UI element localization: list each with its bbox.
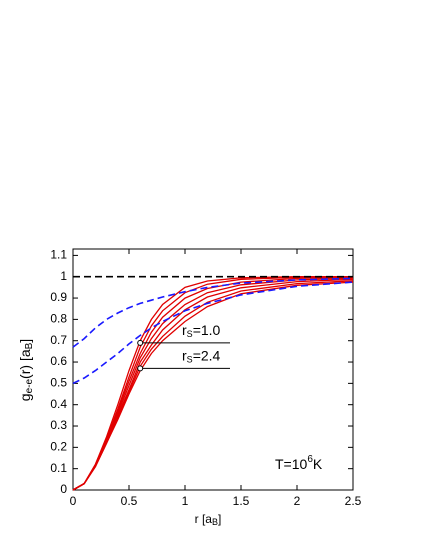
marker-label-text: r <box>182 322 187 338</box>
marker <box>137 365 144 372</box>
y-tick-label: 0.6 <box>50 354 67 368</box>
y-tick-label: 0.9 <box>50 290 67 304</box>
marker-label-sub: S <box>187 329 193 339</box>
plot-frame <box>72 248 354 491</box>
y-tick-label: 0.3 <box>50 418 67 432</box>
marker-label: rS=2.4 <box>182 347 221 365</box>
series-line <box>72 281 354 385</box>
annotation: T=106K <box>275 454 323 472</box>
y-tick-label: 0.8 <box>50 312 67 326</box>
series-line <box>72 281 354 491</box>
marker-label-text: r <box>182 347 187 363</box>
y-axis-label: ge-e(r) [aB] <box>17 339 35 401</box>
y-tick-label: 0.5 <box>50 376 67 390</box>
x-tick-label: 1 <box>182 494 189 508</box>
series-line <box>72 277 354 348</box>
marker-label: rS=1.0 <box>182 322 221 340</box>
x-tick-label: 2.5 <box>345 494 362 508</box>
marker-label-sub: S <box>187 355 193 365</box>
y-tick-label: 0.7 <box>50 333 67 347</box>
x-axis-label: r [aB] <box>195 512 222 527</box>
x-tick-label: 2 <box>294 494 301 508</box>
x-tick-label: 1.5 <box>233 494 250 508</box>
y-tick-label: 0.2 <box>50 440 67 454</box>
marker-label-rest: =2.4 <box>193 347 221 363</box>
y-tick-label: 0.1 <box>50 461 67 475</box>
y-tick-label: 1.1 <box>50 248 67 262</box>
x-tick-label: 0.5 <box>121 494 138 508</box>
y-tick-label: 0.4 <box>50 397 67 411</box>
marker-label-rest: =1.0 <box>193 322 221 338</box>
y-tick-label: 1 <box>60 269 67 283</box>
y-tick-label: 0 <box>60 482 67 496</box>
marker <box>137 339 144 346</box>
x-tick-label: 0 <box>70 494 77 508</box>
